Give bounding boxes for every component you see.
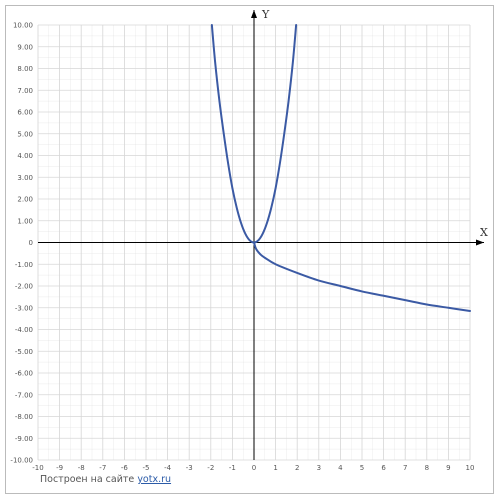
x-tick-label: -8 xyxy=(78,464,85,472)
x-tick-label: 6 xyxy=(381,464,386,472)
x-tick-label: -5 xyxy=(143,464,150,472)
series xyxy=(210,24,471,313)
y-axis-label: Y xyxy=(261,8,270,21)
y-tick-label: 7.00 xyxy=(17,87,33,95)
x-tick-labels: -10 -9 -8 -7 -6 -5 -4 -3 -2 -1 0 1 2 3 4 5 6 7 8 9 10 xyxy=(32,464,474,472)
x-tick-label: -9 xyxy=(56,464,63,472)
y-tick-label: 0 xyxy=(29,239,33,247)
y-tick-label: -9.00 xyxy=(15,435,33,443)
y-tick-label: 3.00 xyxy=(17,174,33,182)
x-tick-label: -2 xyxy=(207,464,214,472)
y-tick-label: 8.00 xyxy=(17,65,33,73)
footer-credit: Построен на сайте yotx.ru xyxy=(40,474,171,485)
y-tick-label: -3.00 xyxy=(15,304,33,312)
series-line-2 xyxy=(253,241,471,313)
x-tick-label: -7 xyxy=(99,464,106,472)
y-tick-label: -7.00 xyxy=(15,391,33,399)
y-tick-label: -1.00 xyxy=(15,261,33,269)
y-tick-label: 1.00 xyxy=(17,217,33,225)
y-tick-label: 10.00 xyxy=(13,22,33,30)
footer-link[interactable]: yotx.ru xyxy=(137,474,172,485)
y-tick-label: 2.00 xyxy=(17,196,33,204)
footer-text: Построен на сайте xyxy=(40,474,135,485)
y-tick-label: 6.00 xyxy=(17,109,33,117)
y-tick-labels: 10.00 9.00 8.00 7.00 6.00 5.00 4.00 3.00 2.00 1.0… xyxy=(10,22,33,465)
x-tick-label: -10 xyxy=(32,464,43,472)
y-axis-arrow-icon xyxy=(251,10,257,18)
x-tick-label: 8 xyxy=(425,464,429,472)
x-tick-label: 5 xyxy=(360,464,364,472)
y-tick-label: -8.00 xyxy=(15,413,33,421)
y-tick-label: -6.00 xyxy=(15,370,33,378)
y-tick-label: 9.00 xyxy=(17,43,33,51)
x-tick-label: -1 xyxy=(229,464,236,472)
plot-frame xyxy=(5,5,494,494)
y-tick-label: -2.00 xyxy=(15,283,33,291)
y-tick-label: -10.00 xyxy=(10,457,33,465)
x-tick-label: 4 xyxy=(338,464,343,472)
axes xyxy=(38,10,484,460)
x-tick-label: 10 xyxy=(466,464,475,472)
y-tick-label: -4.00 xyxy=(15,326,33,334)
x-tick-label: 3 xyxy=(317,464,321,472)
x-tick-label: 2 xyxy=(295,464,299,472)
x-tick-label: -3 xyxy=(186,464,193,472)
x-tick-label: 0 xyxy=(252,464,256,472)
x-tick-label: 1 xyxy=(273,464,277,472)
y-tick-label: 5.00 xyxy=(17,130,33,138)
x-axis-label: X xyxy=(480,226,488,239)
x-tick-label: 9 xyxy=(446,464,450,472)
y-tick-label: -5.00 xyxy=(15,348,33,356)
x-axis-arrow-icon xyxy=(476,239,484,246)
x-tick-label: -4 xyxy=(164,464,172,472)
x-tick-label: 7 xyxy=(403,464,407,472)
x-tick-label: -6 xyxy=(121,464,129,472)
y-tick-label: 4.00 xyxy=(17,152,33,160)
